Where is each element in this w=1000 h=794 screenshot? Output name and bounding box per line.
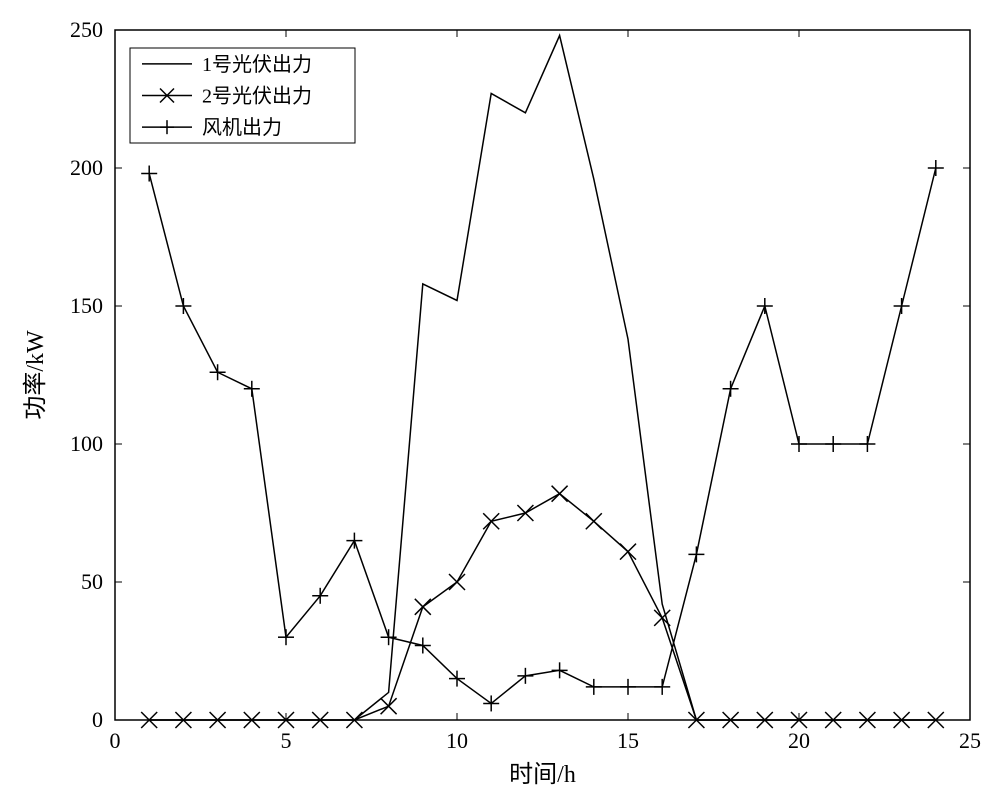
y-axis-label: 功率/kW: [22, 330, 49, 420]
x-tick-label: 0: [110, 728, 121, 753]
y-tick-label: 100: [70, 431, 103, 456]
y-tick-label: 250: [70, 17, 103, 42]
y-tick-label: 200: [70, 155, 103, 180]
x-tick-label: 25: [959, 728, 981, 753]
x-tick-label: 20: [788, 728, 810, 753]
x-tick-label: 10: [446, 728, 468, 753]
legend-label: 1号光伏出力: [202, 53, 312, 76]
y-tick-label: 50: [81, 569, 103, 594]
legend: 1号光伏出力 2号光伏出力风机出力: [130, 48, 355, 143]
y-tick-label: 0: [92, 707, 103, 732]
legend-label: 风机出力: [202, 116, 282, 139]
x-axis-label: 时间/h: [509, 761, 576, 788]
x-tick-label: 5: [281, 728, 292, 753]
y-tick-label: 150: [70, 293, 103, 318]
legend-label: 2号光伏出力: [202, 85, 312, 108]
x-tick-label: 15: [617, 728, 639, 753]
power-chart: 0510152025050100150200250时间/h功率/kW1号光伏出力…: [0, 0, 1000, 794]
chart-container: 0510152025050100150200250时间/h功率/kW1号光伏出力…: [0, 0, 1000, 794]
